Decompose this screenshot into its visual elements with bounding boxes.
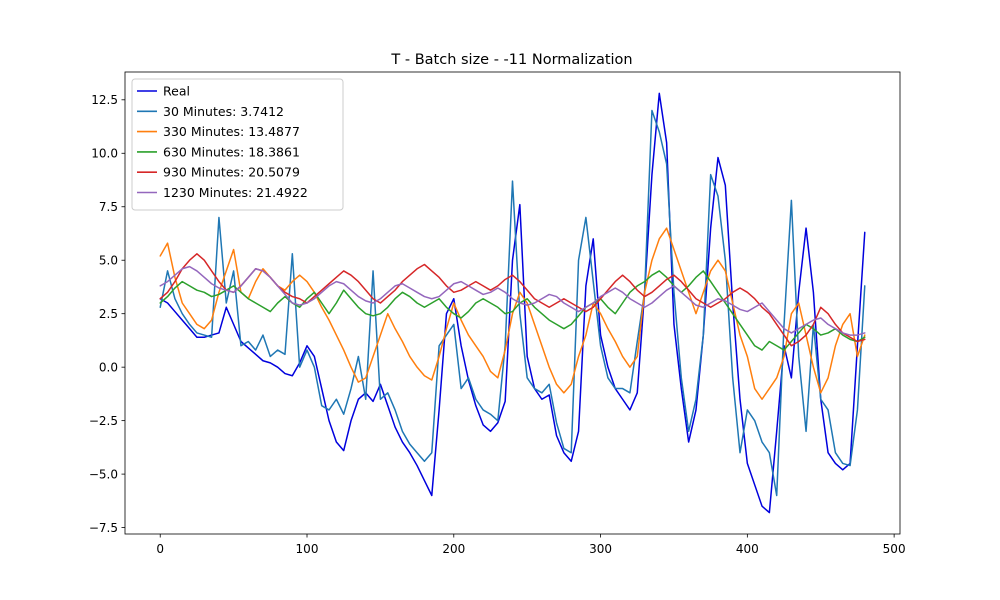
x-tick-label: 100 xyxy=(296,542,319,556)
y-tick-label: −5.0 xyxy=(89,467,118,481)
series-line-1 xyxy=(159,109,866,497)
series-line-3 xyxy=(159,270,866,351)
x-tick-label: 200 xyxy=(442,542,465,556)
x-tick-label: 400 xyxy=(736,542,759,556)
y-tick-label: 12.5 xyxy=(91,93,118,107)
legend-label-4: 930 Minutes: 20.5079 xyxy=(163,165,300,180)
x-tick-label: 500 xyxy=(883,542,906,556)
legend-label-2: 330 Minutes: 13.4877 xyxy=(163,124,300,139)
plot-lines xyxy=(159,92,866,514)
chart-title: T - Batch size - -11 Normalization xyxy=(390,52,632,68)
x-tick-label: 0 xyxy=(156,542,164,556)
y-tick-label: −2.5 xyxy=(89,414,118,428)
x-axis: 0 100 200 300 400 500 xyxy=(156,534,906,556)
y-tick-label: 2.5 xyxy=(99,307,118,321)
y-tick-label: 0.0 xyxy=(99,360,118,374)
series-line-0 xyxy=(159,92,866,514)
legend: Real 30 Minutes: 3.7412 330 Minutes: 13.48… xyxy=(131,78,344,211)
y-tick-label: 5.0 xyxy=(99,254,118,268)
plot-frame xyxy=(124,71,901,535)
x-tick-label: 300 xyxy=(589,542,612,556)
y-axis: −7.5 −5.0 −2.5 0.0 2.5 5.0 7.5 10.0 12.5 xyxy=(89,93,125,535)
legend-label-3: 630 Minutes: 18.3861 xyxy=(163,144,300,159)
y-tick-label: −7.5 xyxy=(89,521,118,535)
y-tick-label: 7.5 xyxy=(99,200,118,214)
legend-label-5: 1230 Minutes: 21.4922 xyxy=(163,185,308,200)
legend-label-0: Real xyxy=(163,84,190,99)
legend-label-1: 30 Minutes: 3.7412 xyxy=(163,104,284,119)
y-tick-label: 10.0 xyxy=(91,147,118,161)
legend-box xyxy=(131,78,344,211)
series-line-5 xyxy=(159,265,866,336)
